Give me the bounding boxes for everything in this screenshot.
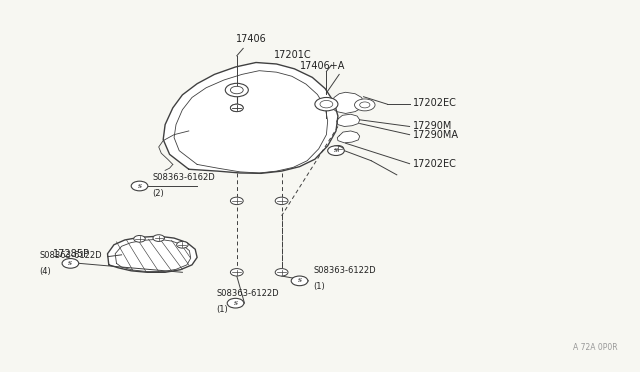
Text: 17202EC: 17202EC xyxy=(413,160,457,169)
Circle shape xyxy=(177,241,188,248)
Circle shape xyxy=(225,83,248,97)
Circle shape xyxy=(355,99,375,111)
Circle shape xyxy=(360,102,370,108)
Circle shape xyxy=(62,259,79,268)
Text: 17202EC: 17202EC xyxy=(413,99,457,108)
Text: S: S xyxy=(298,278,301,283)
Text: S: S xyxy=(138,183,141,189)
Circle shape xyxy=(230,269,243,276)
Circle shape xyxy=(315,97,338,111)
Text: A 72A 0P0R: A 72A 0P0R xyxy=(573,343,618,352)
Circle shape xyxy=(320,100,333,108)
Text: (1): (1) xyxy=(216,305,228,314)
Circle shape xyxy=(230,104,243,112)
Polygon shape xyxy=(337,131,360,143)
Circle shape xyxy=(227,298,244,308)
Circle shape xyxy=(131,181,148,191)
Text: 17290M: 17290M xyxy=(413,122,452,131)
Text: 17201C: 17201C xyxy=(274,49,312,60)
Circle shape xyxy=(275,197,288,205)
Text: S08363-6122D: S08363-6122D xyxy=(40,251,102,260)
Circle shape xyxy=(230,197,243,205)
Circle shape xyxy=(134,235,145,242)
Text: S: S xyxy=(334,148,338,153)
Polygon shape xyxy=(332,92,364,113)
Text: 17406: 17406 xyxy=(236,34,266,44)
Text: S08363-6122D: S08363-6122D xyxy=(216,289,279,298)
Circle shape xyxy=(153,235,164,241)
Text: 17406+A: 17406+A xyxy=(300,61,345,71)
Circle shape xyxy=(230,104,243,112)
Text: (1): (1) xyxy=(314,282,325,291)
Text: 17290MA: 17290MA xyxy=(413,130,459,140)
Text: 17285P: 17285P xyxy=(52,249,90,259)
Circle shape xyxy=(230,86,243,94)
Polygon shape xyxy=(163,62,338,173)
Polygon shape xyxy=(337,114,360,126)
Text: S: S xyxy=(234,301,237,306)
Text: S: S xyxy=(68,261,72,266)
Text: (4): (4) xyxy=(40,267,51,276)
Text: S08363-6122D: S08363-6122D xyxy=(314,266,376,275)
Text: (2): (2) xyxy=(152,189,164,198)
Circle shape xyxy=(275,269,288,276)
Circle shape xyxy=(332,145,344,152)
Polygon shape xyxy=(108,236,197,272)
Circle shape xyxy=(291,276,308,286)
Text: S08363-6162D: S08363-6162D xyxy=(152,173,215,182)
Circle shape xyxy=(328,146,344,155)
